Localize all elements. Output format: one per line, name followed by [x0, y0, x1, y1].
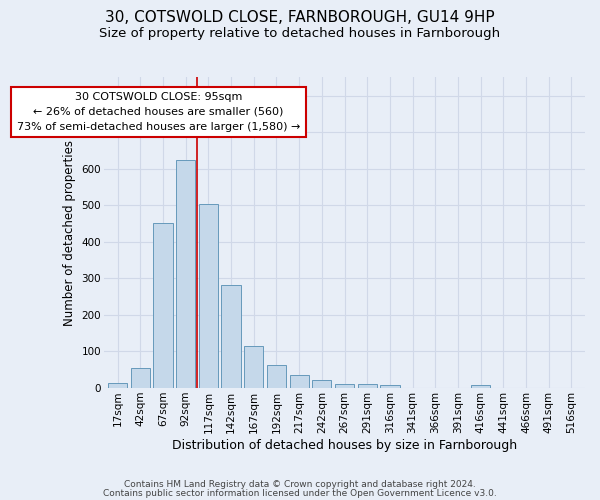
X-axis label: Distribution of detached houses by size in Farnborough: Distribution of detached houses by size …	[172, 440, 517, 452]
Bar	[221, 286, 241, 388]
Bar	[108, 384, 127, 388]
Text: Contains HM Land Registry data © Crown copyright and database right 2024.: Contains HM Land Registry data © Crown c…	[124, 480, 476, 489]
Bar	[154, 224, 173, 388]
Bar	[335, 384, 354, 388]
Text: 30, COTSWOLD CLOSE, FARNBOROUGH, GU14 9HP: 30, COTSWOLD CLOSE, FARNBOROUGH, GU14 9H…	[105, 10, 495, 25]
Bar	[290, 375, 309, 388]
Text: Contains public sector information licensed under the Open Government Licence v3: Contains public sector information licen…	[103, 488, 497, 498]
Text: 30 COTSWOLD CLOSE: 95sqm
← 26% of detached houses are smaller (560)
73% of semi-: 30 COTSWOLD CLOSE: 95sqm ← 26% of detach…	[17, 92, 300, 132]
Bar	[380, 384, 400, 388]
Bar	[131, 368, 150, 388]
Bar	[358, 384, 377, 388]
Text: Size of property relative to detached houses in Farnborough: Size of property relative to detached ho…	[100, 28, 500, 40]
Bar	[312, 380, 331, 388]
Y-axis label: Number of detached properties: Number of detached properties	[63, 140, 76, 326]
Bar	[471, 384, 490, 388]
Bar	[267, 365, 286, 388]
Bar	[244, 346, 263, 388]
Bar	[199, 204, 218, 388]
Bar	[176, 160, 196, 388]
